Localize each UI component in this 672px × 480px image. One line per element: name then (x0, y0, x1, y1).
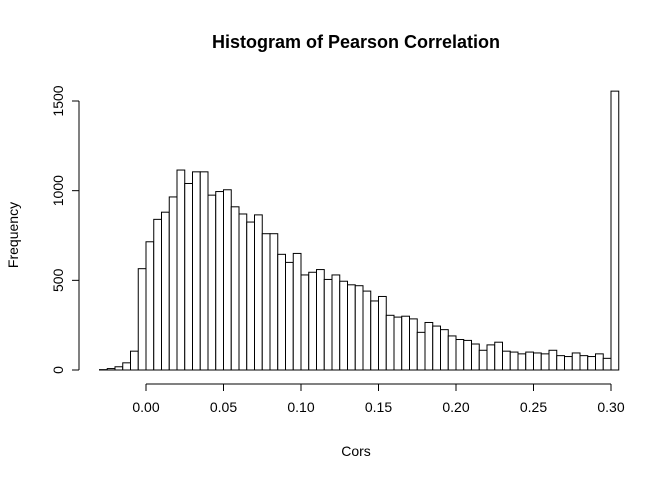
histogram-bars (99, 90, 620, 371)
histogram-bar (192, 171, 201, 371)
histogram-bar (238, 213, 248, 371)
histogram-bar (378, 295, 387, 371)
x-tick-label: 0.20 (442, 399, 469, 415)
histogram-bar (455, 339, 465, 371)
histogram-bar (548, 349, 558, 371)
histogram-bar (424, 321, 434, 371)
histogram-bar (161, 211, 170, 371)
histogram-bar (300, 274, 310, 371)
y-tick-label: 500 (50, 268, 66, 292)
histogram-bar (114, 366, 124, 371)
histogram-bar (223, 189, 232, 371)
histogram-bar (502, 350, 511, 371)
histogram-bar (207, 194, 217, 371)
histogram-bar (486, 344, 496, 371)
histogram-bar (347, 284, 356, 371)
histogram-bar (215, 191, 224, 371)
histogram-bar (246, 221, 255, 371)
histogram-bar (471, 343, 480, 371)
x-tick-label: 0.15 (365, 399, 392, 415)
x-tick-label: 0.05 (210, 399, 237, 415)
histogram-bar (331, 274, 341, 371)
histogram-bar (564, 356, 573, 371)
histogram-bar (556, 355, 565, 371)
x-axis-label: Cors (341, 443, 371, 459)
x-tick-label: 0.25 (520, 399, 547, 415)
histogram-bar (277, 253, 286, 371)
histogram-bar (432, 325, 441, 371)
histogram-bar (509, 351, 519, 371)
x-tick-label: 0.10 (287, 399, 314, 415)
histogram-bar (261, 233, 271, 371)
histogram-bar (122, 362, 131, 371)
y-axis-label: Frequency (5, 202, 21, 268)
histogram-bar (610, 90, 620, 371)
histogram-bar (602, 357, 612, 371)
x-tick-label: 0.00 (132, 399, 159, 415)
histogram-bar (176, 169, 186, 371)
histogram-bar (168, 196, 178, 371)
histogram-bar (269, 233, 279, 371)
histogram-bar (409, 318, 418, 371)
y-axis: 0 500 1000 1500 (50, 85, 80, 374)
histogram-bar (323, 278, 333, 371)
histogram-bar (130, 350, 139, 371)
histogram-bar (401, 315, 410, 371)
y-tick-label: 1500 (50, 85, 66, 116)
chart-title: Histogram of Pearson Correlation (212, 32, 500, 52)
histogram-bar (292, 252, 302, 371)
histogram-bar (416, 331, 426, 371)
histogram-bar (285, 261, 294, 371)
histogram-bar (106, 368, 116, 371)
histogram-bar (137, 268, 147, 371)
histogram-bar (579, 355, 589, 371)
histogram-bar (393, 316, 403, 371)
histogram-bar (145, 241, 155, 371)
histogram-bar (571, 352, 581, 371)
histogram-bar (153, 218, 162, 371)
histogram-bar (447, 335, 457, 371)
histogram-bar (517, 353, 527, 371)
histogram-bar (370, 300, 379, 371)
histogram-bar (385, 314, 395, 371)
histogram-bar (525, 351, 534, 371)
histogram-bar (254, 214, 263, 371)
histogram-bar (494, 341, 503, 371)
histogram-bar (463, 339, 472, 371)
histogram-bar (230, 206, 240, 371)
histogram-bar (308, 271, 317, 371)
histogram-bar (440, 329, 449, 371)
x-tick-label: 0.30 (597, 399, 624, 415)
x-axis: 0.00 0.05 0.10 0.15 0.20 0.25 0.30 (132, 383, 625, 415)
histogram-bar (316, 269, 325, 371)
histogram-bar (362, 290, 372, 371)
histogram-bar (184, 182, 193, 371)
histogram-bar (199, 171, 209, 371)
histogram-bar (354, 285, 364, 371)
histogram-bar (533, 352, 542, 371)
y-tick-label: 1000 (50, 175, 66, 206)
histogram-bar (339, 280, 348, 371)
histogram-bar (478, 349, 488, 371)
histogram-bar (595, 353, 604, 371)
histogram-bar (587, 356, 596, 371)
histogram-bar (540, 353, 550, 371)
y-tick-label: 0 (50, 366, 66, 374)
